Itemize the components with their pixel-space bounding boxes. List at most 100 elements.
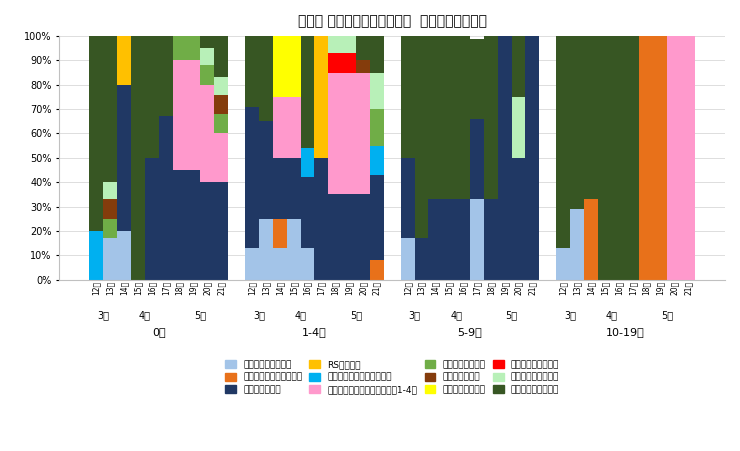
Bar [511, 158, 525, 280]
Bar [525, 36, 539, 280]
Bar [370, 36, 383, 73]
Bar [414, 238, 428, 280]
Text: 5月: 5月 [661, 310, 673, 320]
Text: 5月: 5月 [505, 310, 518, 320]
Text: 4月: 4月 [139, 310, 151, 320]
Bar [286, 97, 300, 158]
Bar [356, 73, 370, 194]
Text: 0歳: 0歳 [152, 327, 166, 337]
Bar [201, 36, 214, 48]
Text: 5月: 5月 [195, 310, 206, 320]
Bar [186, 36, 201, 60]
Bar [598, 36, 612, 280]
Bar [286, 219, 300, 280]
Bar [159, 36, 172, 116]
Bar [456, 36, 470, 199]
Text: 5月: 5月 [350, 310, 362, 320]
Text: 5-9歳: 5-9歳 [457, 327, 482, 337]
Bar [104, 219, 117, 238]
Bar [612, 36, 625, 280]
Text: 3月: 3月 [564, 310, 576, 320]
Bar [329, 36, 342, 53]
Bar [584, 199, 598, 280]
Bar [428, 199, 443, 280]
Text: 3月: 3月 [98, 310, 110, 320]
Text: 4月: 4月 [606, 310, 618, 320]
Bar [625, 36, 639, 280]
Bar [443, 199, 456, 280]
Bar [329, 73, 342, 194]
Bar [571, 36, 584, 209]
Bar [172, 170, 186, 280]
Bar [273, 248, 286, 280]
Bar [245, 36, 259, 107]
Bar [186, 60, 201, 170]
Bar [201, 65, 214, 85]
Bar [273, 219, 286, 248]
Bar [329, 53, 342, 73]
Bar [314, 158, 329, 280]
Bar [259, 219, 273, 280]
Bar [273, 158, 286, 219]
Bar [401, 158, 414, 238]
Bar [484, 199, 498, 280]
Bar [653, 36, 667, 280]
Bar [104, 182, 117, 199]
Bar [511, 97, 525, 158]
Bar [104, 36, 117, 182]
Bar [117, 231, 131, 280]
Bar [286, 36, 300, 97]
Bar [470, 38, 484, 119]
Bar [370, 260, 383, 280]
Bar [370, 175, 383, 260]
Text: 1-4歳: 1-4歳 [302, 327, 327, 337]
Title: 年齢別 病原体検出割合の推移  （不検出を除く）: 年齢別 病原体検出割合の推移 （不検出を除く） [297, 14, 487, 28]
Bar [356, 194, 370, 280]
Bar [470, 199, 484, 280]
Bar [511, 36, 525, 97]
Bar [259, 36, 273, 121]
Bar [342, 36, 356, 53]
Bar [443, 36, 456, 199]
Bar [370, 73, 383, 109]
Bar [159, 116, 172, 280]
Bar [370, 146, 383, 175]
Bar [273, 36, 286, 97]
Bar [117, 36, 131, 85]
Bar [314, 36, 329, 158]
Bar [498, 36, 511, 280]
Bar [145, 158, 159, 280]
Bar [214, 133, 228, 182]
Bar [104, 238, 117, 280]
Bar [639, 36, 653, 280]
Bar [214, 182, 228, 280]
Bar [571, 209, 584, 280]
Bar [131, 36, 145, 280]
Bar [329, 194, 342, 280]
Bar [401, 36, 414, 158]
Bar [245, 248, 259, 280]
Bar [356, 36, 370, 60]
Bar [259, 121, 273, 219]
Bar [484, 36, 498, 199]
Text: 3月: 3月 [253, 310, 265, 320]
Bar [401, 238, 414, 280]
Bar [214, 95, 228, 114]
Text: 4月: 4月 [450, 310, 462, 320]
Bar [214, 36, 228, 78]
Bar [470, 119, 484, 199]
Bar [300, 248, 314, 280]
Bar [90, 36, 104, 231]
Bar [300, 177, 314, 248]
Bar [201, 182, 214, 280]
Bar [273, 97, 286, 158]
Bar [145, 36, 159, 158]
Bar [104, 199, 117, 219]
Bar [300, 148, 314, 177]
Bar [681, 36, 695, 280]
Legend: 新型コロナウイルス, インフルエンザウイルス, ライノウイルス, RSウイルス, ヒトメタニューモウイルス, パラインフルエンザウイルス1-4型, ヒトボカウイ: 新型コロナウイルス, インフルエンザウイルス, ライノウイルス, RSウイルス,… [222, 357, 562, 397]
Bar [356, 60, 370, 73]
Bar [186, 170, 201, 280]
Bar [201, 48, 214, 65]
Bar [667, 36, 681, 280]
